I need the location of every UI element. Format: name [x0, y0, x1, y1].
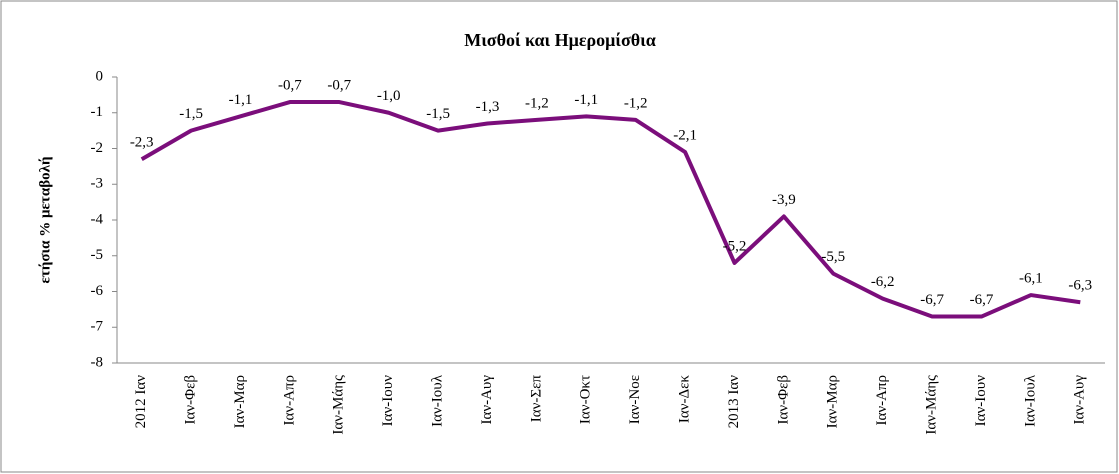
y-tick-label: -4 — [91, 211, 104, 227]
x-tick-label: Ιαν-Ιουν — [973, 375, 989, 427]
data-label: -0,7 — [327, 77, 351, 93]
x-tick-label: 2012 Ιαν — [133, 375, 149, 429]
data-label: -6,1 — [1019, 271, 1043, 287]
data-label: -3,9 — [772, 192, 796, 208]
data-label: -6,2 — [871, 274, 895, 290]
data-label: -1,5 — [179, 106, 203, 122]
y-tick-label: 0 — [96, 68, 104, 84]
data-label: -1,3 — [476, 99, 500, 115]
x-tick-label: Ιαν-Μάης — [331, 375, 347, 435]
data-label: -0,7 — [278, 77, 302, 93]
data-label: -5,2 — [723, 238, 747, 254]
data-label: -1,1 — [229, 92, 253, 108]
x-tick-label: Ιαν-Μαρ — [232, 375, 248, 428]
x-tick-label: Ιαν-Ιουλ — [1022, 374, 1038, 427]
x-tick-label: Ιαν-Σεπ — [528, 375, 544, 423]
y-axis-label: ετήσια % μεταβολή — [37, 156, 53, 283]
y-tick-label: -3 — [91, 176, 104, 192]
x-tick-label: Ιαν-Μαρ — [825, 375, 841, 428]
data-label: -2,3 — [130, 135, 154, 151]
x-tick-label: 2013 Ιαν — [726, 375, 742, 429]
x-tick-label: Ιαν-Αυγ — [479, 375, 495, 425]
x-tick-label: Ιαν-Ιουν — [380, 375, 396, 427]
x-tick-label: Ιαν-Οκτ — [578, 375, 594, 424]
data-label: -6,3 — [1068, 278, 1092, 294]
data-label: -2,1 — [673, 128, 697, 144]
data-label: -1,2 — [624, 95, 648, 111]
x-tick-label: Ιαν-Απρ — [874, 375, 890, 426]
x-tick-label: Ιαν-Νοε — [627, 375, 643, 424]
y-tick-label: -5 — [91, 247, 104, 263]
y-tick-label: -7 — [91, 319, 104, 335]
data-label: -6,7 — [970, 292, 994, 308]
x-tick-label: Ιαν-Απρ — [281, 375, 297, 426]
x-tick-label: Ιαν-Ιουλ — [430, 374, 446, 427]
y-tick-label: -2 — [91, 140, 104, 156]
data-label: -1,2 — [525, 95, 549, 111]
x-tick-label: Ιαν-Φεβ — [183, 375, 199, 425]
x-tick-label: Ιαν-Αυγ — [1072, 375, 1088, 425]
y-tick-label: -1 — [91, 104, 104, 120]
y-tick-label: -6 — [91, 283, 104, 299]
data-label: -1,1 — [574, 92, 598, 108]
x-tick-label: Ιαν-Φεβ — [775, 375, 791, 425]
x-tick-label: Ιαν-Δεκ — [677, 375, 693, 424]
line — [140, 100, 1081, 319]
x-tick-label: Ιαν-Μάης — [924, 375, 940, 435]
y-tick-label: -8 — [91, 354, 104, 370]
data-label: -5,5 — [821, 249, 845, 265]
chart-title: Μισθοί και Ημερομίσθια — [464, 30, 656, 50]
data-label: -6,7 — [920, 292, 944, 308]
data-label: -1,0 — [377, 88, 401, 104]
data-label: -1,5 — [426, 106, 450, 122]
